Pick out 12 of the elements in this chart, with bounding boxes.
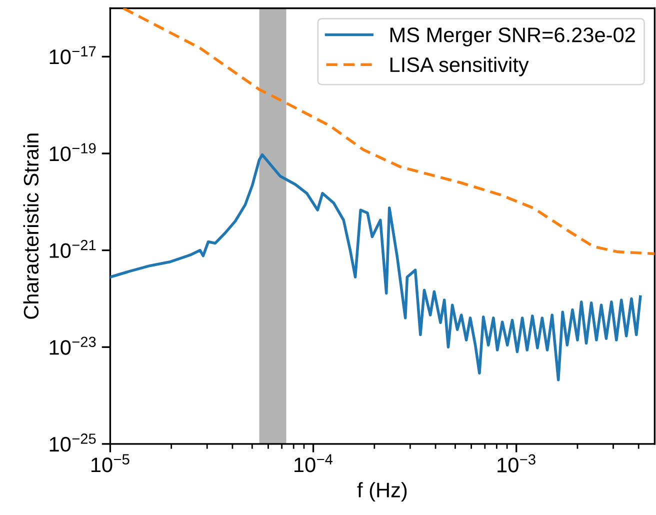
- y-tick-label: 10$^{−23}$: [50, 336, 96, 355]
- legend-label: LISA sensitivity: [390, 56, 529, 76]
- x-axis-title: f (Hz): [357, 482, 407, 502]
- legend-label: MS Merger SNR=6.23e-02: [390, 28, 635, 46]
- y-tick-label: 10$^{−25}$: [50, 434, 96, 452]
- x-tick-label: 10$^{−3}$: [498, 454, 536, 472]
- x-tick-label: 10$^{−4}$: [294, 454, 333, 472]
- y-tick-label: 10$^{−17}$: [50, 46, 96, 64]
- y-axis-title: Characteristic Strain: [23, 134, 39, 319]
- y-tick-label: 10$^{−21}$: [50, 240, 96, 258]
- y-tick-label: 10$^{−19}$: [50, 143, 96, 162]
- x-tick-label: 10$^{−5}$: [91, 454, 130, 472]
